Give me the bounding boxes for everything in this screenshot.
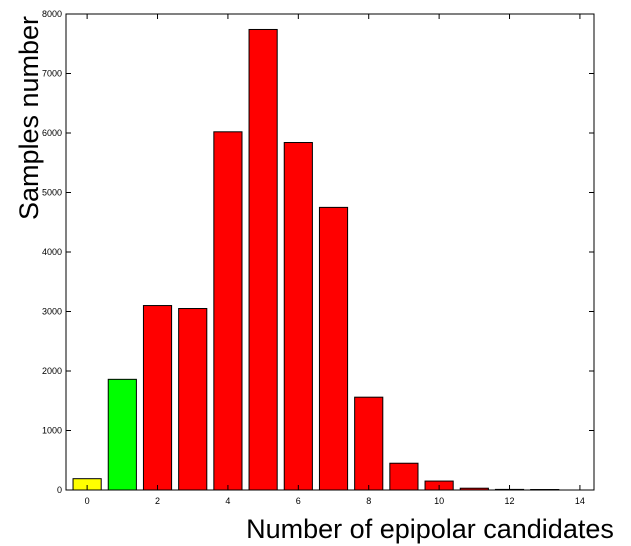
y-tick-label: 7000 [42,69,62,79]
x-tick-label: 2 [155,496,160,506]
y-axis-title: Samples number [14,16,44,220]
y-tick-label: 0 [57,485,62,495]
bar-4 [213,131,243,491]
x-tick-label: 10 [434,496,444,506]
x-tick-label: 8 [366,496,371,506]
x-tick-label: 4 [225,496,230,506]
x-tick-label: 0 [85,496,90,506]
x-tick-label: 6 [296,496,301,506]
bar-3 [178,308,208,491]
y-tick-label: 1000 [42,426,62,436]
bar-6 [283,142,313,491]
bar-2 [142,305,173,491]
ticks-group: 0 2 4 6 8 10 12 14 0 1000 2000 3000 4000 5000 6000 7000… [42,9,594,506]
y-tick-label: 2000 [42,366,62,376]
bar-13 [530,489,560,491]
bar-8 [354,396,384,491]
x-axis-title: Number of epipolar candidates [246,514,614,544]
y-tick-label: 8000 [42,9,62,19]
bar-11 [459,487,489,491]
y-tick-label: 6000 [42,128,62,138]
bars-group [72,28,560,491]
bar-5 [248,28,278,491]
y-tick-label: 4000 [42,247,62,257]
bar-1 [107,378,137,491]
bar-7 [318,206,349,491]
y-tick-label: 3000 [42,307,62,317]
x-tick-label: 14 [575,496,585,506]
y-tick-label: 5000 [42,188,62,198]
bar-9 [389,462,419,491]
x-tick-label: 12 [505,496,515,506]
